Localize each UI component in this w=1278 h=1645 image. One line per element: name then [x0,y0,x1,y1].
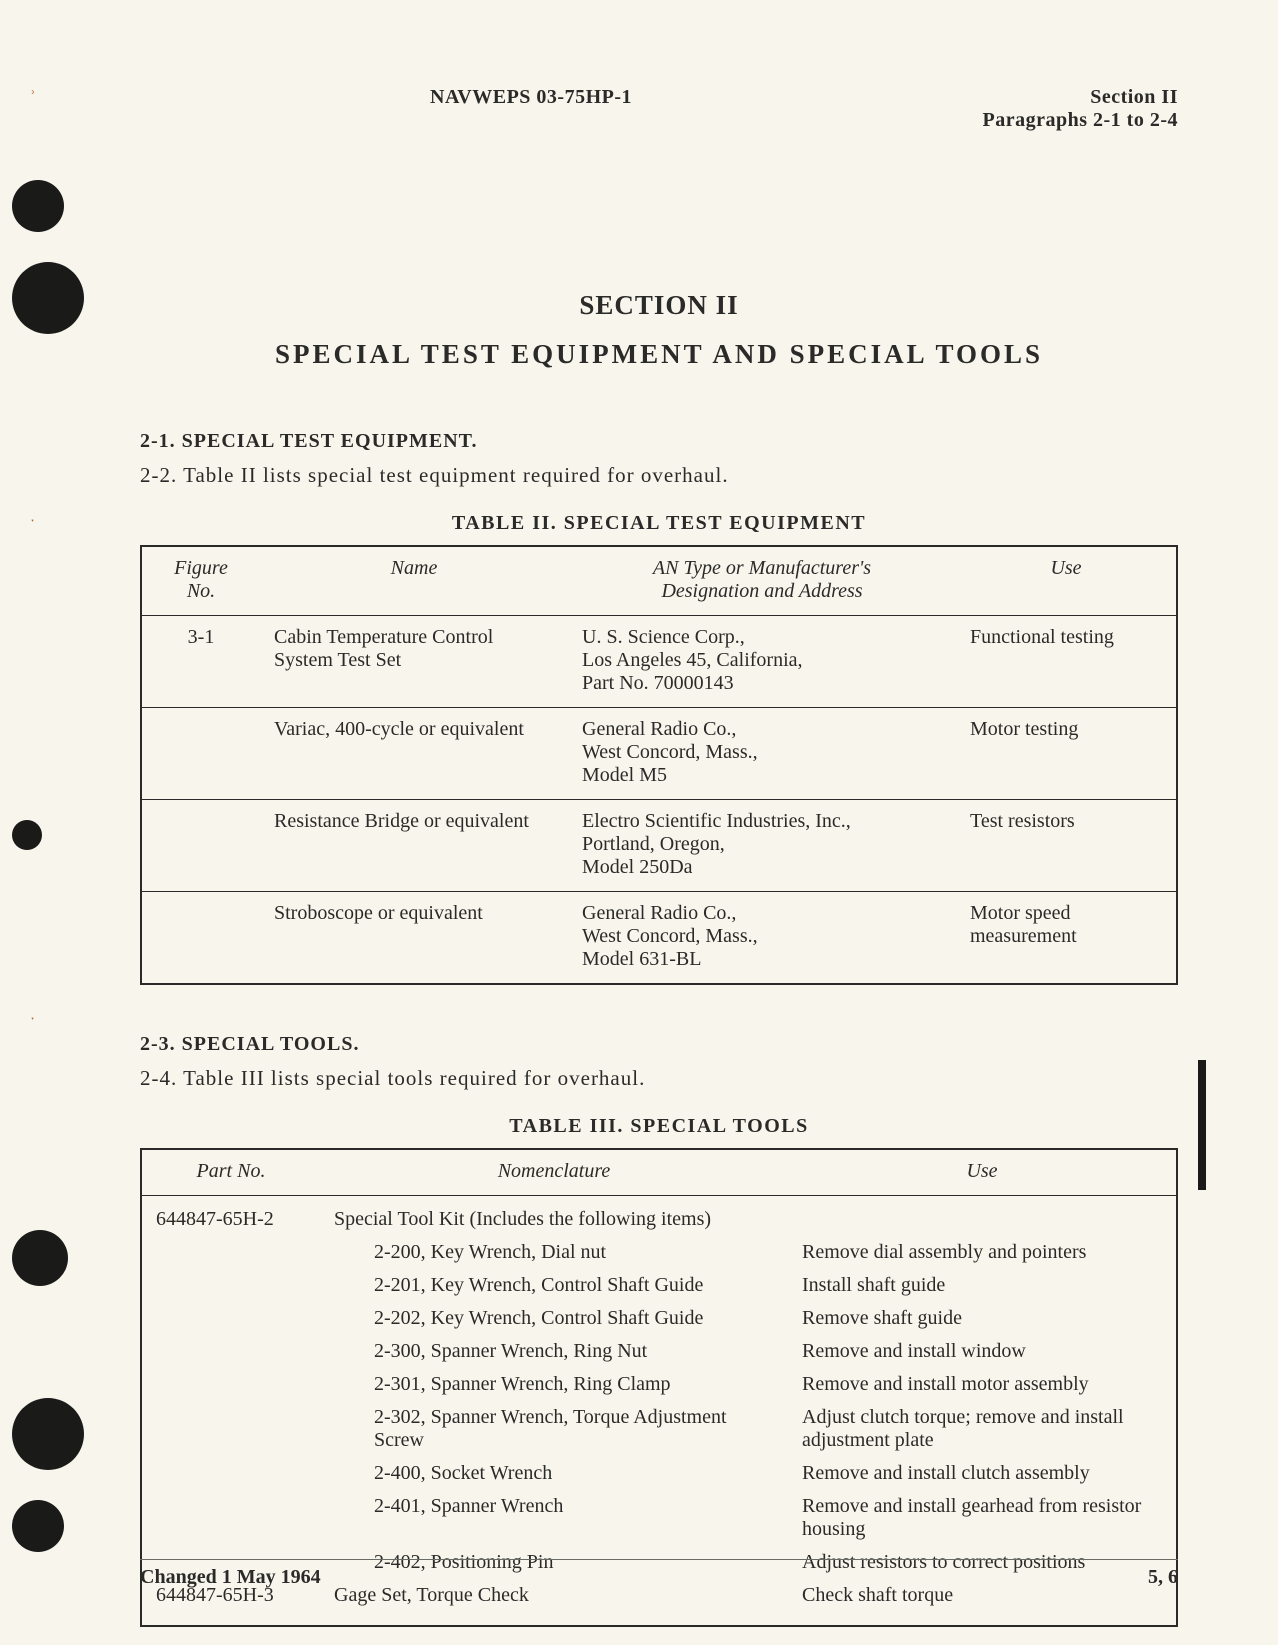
table-cell: Electro Scientific Industries, Inc.,Port… [568,800,956,892]
scan-artifact: ⸒ [30,72,36,96]
table-cell: 2-300, Spanner Wrench, Ring Nut [320,1335,788,1368]
table-3-caption: TABLE III. SPECIAL TOOLS [140,1115,1178,1138]
page-number: 5, 6 [1148,1566,1178,1589]
table-cell: U. S. Science Corp.,Los Angeles 45, Cali… [568,616,956,708]
table-2-caption: TABLE II. SPECIAL TEST EQUIPMENT [140,512,1178,535]
table-cell [141,892,260,985]
punch-hole [12,820,42,850]
table-cell: Test resistors [956,800,1177,892]
table-special-tools: Part No.NomenclatureUse 644847-65H-2Spec… [140,1148,1178,1627]
table-cell: Resistance Bridge or equivalent [260,800,568,892]
table-row: 2-202, Key Wrench, Control Shaft GuideRe… [141,1302,1177,1335]
table-cell: 2-400, Socket Wrench [320,1457,788,1490]
table-cell: General Radio Co.,West Concord, Mass.,Mo… [568,892,956,985]
table-cell: Cabin Temperature ControlSystem Test Set [260,616,568,708]
table-row: 2-302, Spanner Wrench, Torque Adjustment… [141,1401,1177,1457]
content: SECTION II SPECIAL TEST EQUIPMENT AND SP… [140,290,1178,1627]
table-cell [141,800,260,892]
punch-hole [12,180,64,232]
section-subtitle: SPECIAL TEST EQUIPMENT AND SPECIAL TOOLS [140,339,1178,370]
table-cell: Remove shaft guide [788,1302,1177,1335]
doc-id: NAVWEPS 03-75HP-1 [430,86,632,132]
page: ⸒ ˑ ˑ NAVWEPS 03-75HP-1 Section II Parag… [0,0,1278,1645]
table-row: 2-400, Socket WrenchRemove and install c… [141,1457,1177,1490]
table-row: 2-301, Spanner Wrench, Ring ClampRemove … [141,1368,1177,1401]
table-cell: 2-201, Key Wrench, Control Shaft Guide [320,1269,788,1302]
table-cell [141,1236,320,1269]
table-cell [141,1401,320,1457]
table-cell [141,1335,320,1368]
table-row: Variac, 400-cycle or equivalentGeneral R… [141,708,1177,800]
scan-artifact: ˑ [30,1010,35,1031]
punch-hole [12,1500,64,1552]
table-cell: 644847-65H-2 [141,1196,320,1237]
change-date: Changed 1 May 1964 [140,1566,321,1589]
scan-artifact: ˑ [30,512,35,533]
table-cell: 2-202, Key Wrench, Control Shaft Guide [320,1302,788,1335]
table-special-test-equipment: FigureNo.NameAN Type or Manufacturer'sDe… [140,545,1178,985]
table-column-header: FigureNo. [141,546,260,616]
table-cell: Variac, 400-cycle or equivalent [260,708,568,800]
table-cell: 2-401, Spanner Wrench [320,1490,788,1546]
table-cell [141,1302,320,1335]
table-cell: Remove and install clutch assembly [788,1457,1177,1490]
table-row: Resistance Bridge or equivalentElectro S… [141,800,1177,892]
table-row: 644847-65H-2Special Tool Kit (Includes t… [141,1196,1177,1237]
table-cell [141,708,260,800]
para-2-4-body: 2-4. Table III lists special tools requi… [140,1066,1178,1091]
table-cell: Special Tool Kit (Includes the following… [320,1196,788,1237]
table-row: 3-1Cabin Temperature ControlSystem Test … [141,616,1177,708]
table-cell: Remove and install gearhead from resisto… [788,1490,1177,1546]
page-footer: Changed 1 May 1964 5, 6 [140,1559,1178,1589]
table-cell: 2-200, Key Wrench, Dial nut [320,1236,788,1269]
table-row: 2-200, Key Wrench, Dial nutRemove dial a… [141,1236,1177,1269]
table-row: 2-300, Spanner Wrench, Ring NutRemove an… [141,1335,1177,1368]
edge-index-bar [1198,1060,1206,1190]
table-column-header: Name [260,546,568,616]
table-cell: Install shaft guide [788,1269,1177,1302]
table-cell [141,1269,320,1302]
table-row: 2-201, Key Wrench, Control Shaft GuideIn… [141,1269,1177,1302]
para-2-2-body: 2-2. Table II lists special test equipme… [140,463,1178,488]
table-cell: 2-301, Spanner Wrench, Ring Clamp [320,1368,788,1401]
table-column-header: Use [956,546,1177,616]
running-header: NAVWEPS 03-75HP-1 Section II Paragraphs … [140,86,1178,132]
table-cell: Functional testing [956,616,1177,708]
table-cell [141,1490,320,1546]
para-range: Paragraphs 2-1 to 2-4 [983,109,1178,132]
table-cell: Remove and install window [788,1335,1177,1368]
para-2-3-head: 2-3. SPECIAL TOOLS. [140,1033,1178,1056]
table-cell [788,1196,1177,1237]
table-row: 2-401, Spanner WrenchRemove and install … [141,1490,1177,1546]
table-column-header: Nomenclature [320,1149,788,1196]
table-cell: Motor speedmeasurement [956,892,1177,985]
table-cell: Remove and install motor assembly [788,1368,1177,1401]
punch-hole [12,262,84,334]
table-cell [141,1368,320,1401]
table-column-header: Use [788,1149,1177,1196]
punch-hole [12,1230,68,1286]
table-cell: General Radio Co.,West Concord, Mass.,Mo… [568,708,956,800]
table-cell: 2-302, Spanner Wrench, Torque Adjustment… [320,1401,788,1457]
table-cell: Adjust clutch torque; remove and install… [788,1401,1177,1457]
table-cell: Stroboscope or equivalent [260,892,568,985]
section-label: Section II [983,86,1178,109]
table-cell [141,1457,320,1490]
punch-hole [12,1398,84,1470]
table-column-header: AN Type or Manufacturer'sDesignation and… [568,546,956,616]
table-cell: Motor testing [956,708,1177,800]
table-row: Stroboscope or equivalentGeneral Radio C… [141,892,1177,985]
table-cell: Remove dial assembly and pointers [788,1236,1177,1269]
table-cell: 3-1 [141,616,260,708]
para-2-1-head: 2-1. SPECIAL TEST EQUIPMENT. [140,430,1178,453]
table-column-header: Part No. [141,1149,320,1196]
section-heading: SECTION II [140,290,1178,321]
